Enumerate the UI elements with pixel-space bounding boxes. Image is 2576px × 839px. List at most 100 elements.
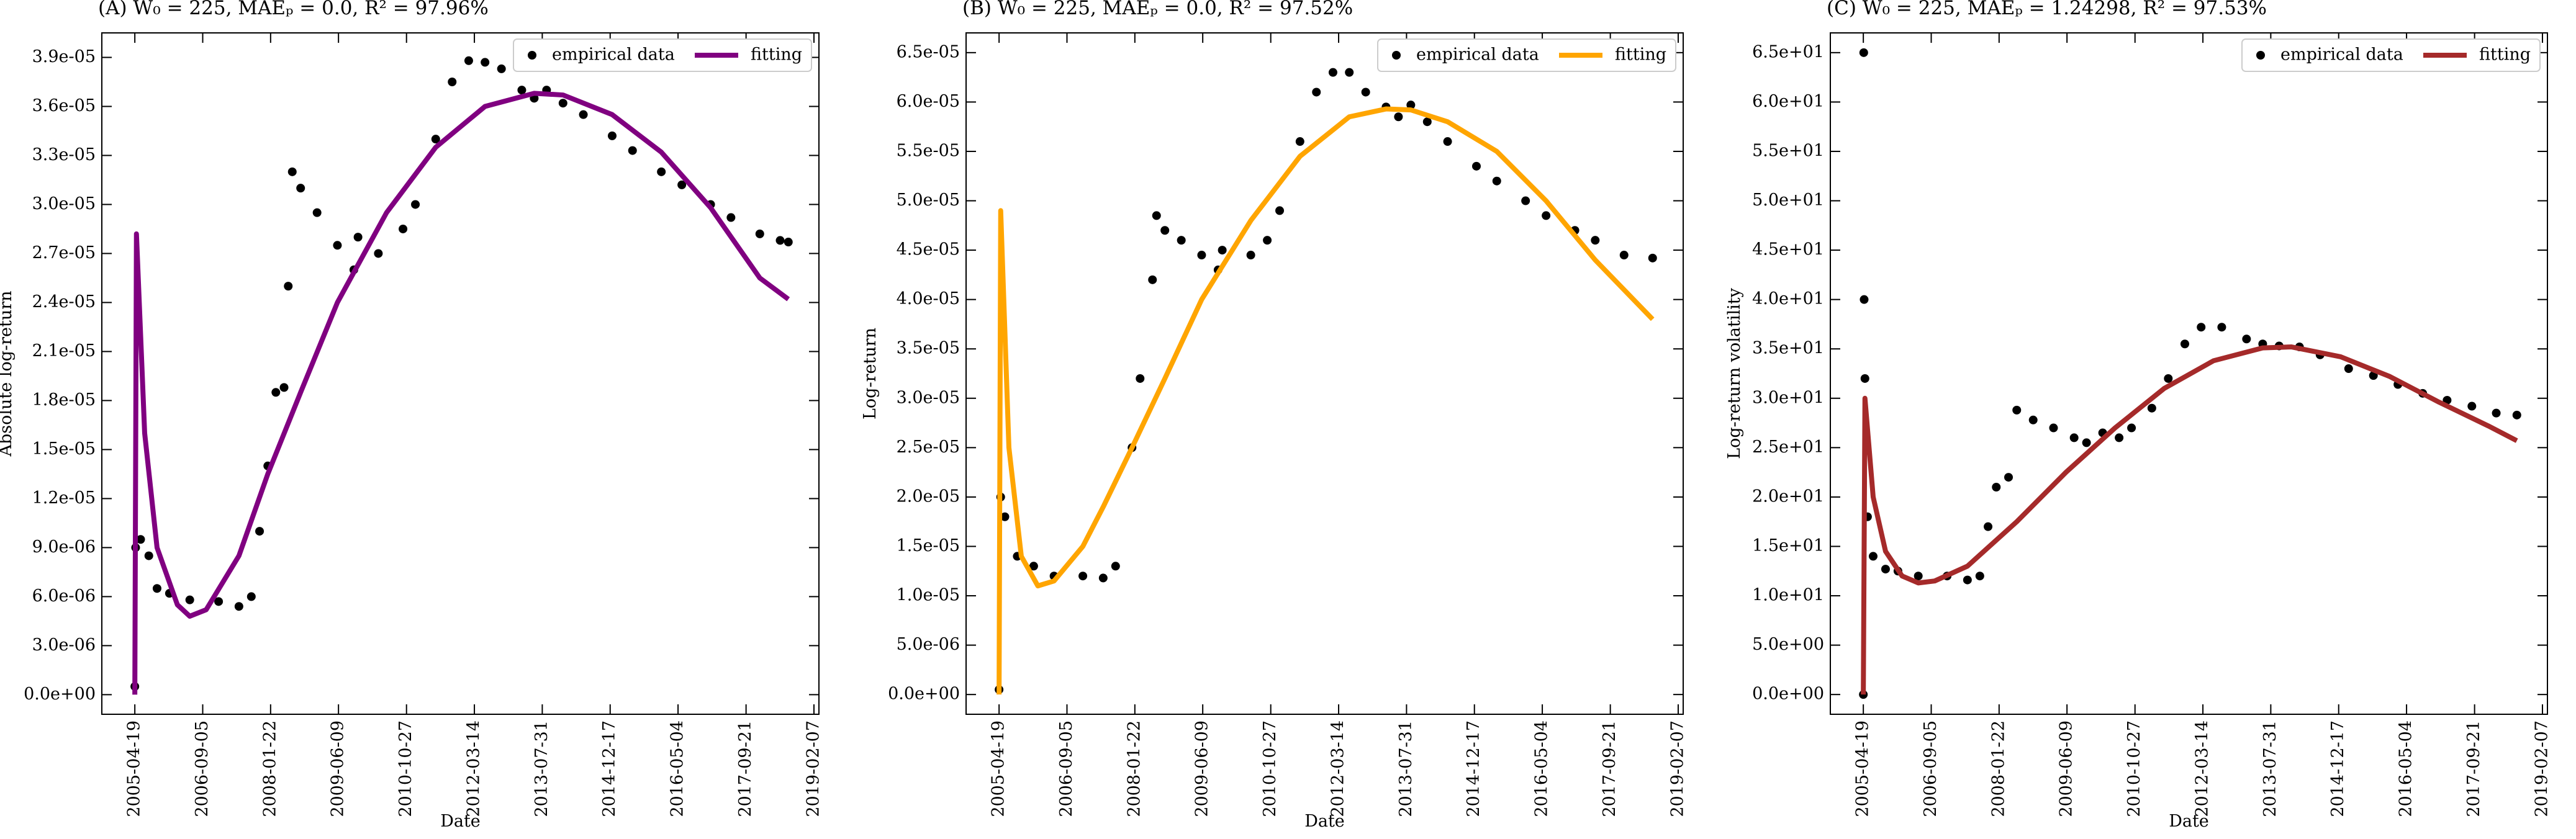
data-point: [1406, 101, 1416, 110]
y-tick-label: 3.5e-05: [897, 339, 960, 358]
data-point: [2028, 415, 2038, 424]
data-point: [448, 77, 457, 86]
data-point: [1619, 251, 1629, 260]
x-tick-label: 2014-12-17: [600, 720, 619, 817]
legend-box: [513, 38, 812, 72]
data-point: [2242, 334, 2251, 344]
data-point: [2467, 402, 2477, 411]
data-point: [481, 58, 490, 67]
data-point: [579, 110, 588, 119]
x-tick-label: 2010-10-27: [1260, 720, 1280, 817]
x-tick-label: 2012-03-14: [464, 720, 484, 817]
data-point: [1160, 226, 1170, 235]
legend-label: empirical data: [2280, 45, 2403, 65]
data-point: [2492, 408, 2501, 418]
data-point: [1443, 137, 1452, 146]
data-point: [2127, 423, 2136, 433]
data-point: [296, 184, 305, 193]
data-point: [1328, 68, 1337, 77]
chart-panel: 0.0e+00 5.0e-06 1.0e-05 1.5e-05 2.0e-05 2.5e-…: [861, 0, 1687, 831]
data-point: [1471, 161, 1481, 171]
legend-label: empirical data: [552, 45, 675, 65]
y-tick-label: 1.5e+01: [1752, 536, 1824, 555]
y-tick-label: 3.0e+01: [1752, 388, 1824, 407]
x-tick-label: 2009-06-09: [2057, 720, 2076, 817]
data-point: [374, 249, 383, 258]
data-point: [1521, 196, 1530, 205]
x-tick-label: 2012-03-14: [1329, 720, 1348, 817]
data-point: [1914, 572, 1923, 581]
y-tick-label: 1.0e+01: [1752, 586, 1824, 605]
y-tick-label: 5.5e+01: [1752, 141, 1824, 160]
x-tick-label: 2008-01-22: [1124, 720, 1144, 817]
data-point: [2082, 438, 2091, 447]
data-point: [1263, 236, 1272, 245]
data-point: [1098, 573, 1108, 583]
y-tick-label: 2.1e-05: [32, 341, 96, 361]
data-point: [1345, 68, 1354, 77]
data-point: [2147, 403, 2156, 413]
legend-box: [2241, 38, 2541, 72]
legend-box: [1377, 38, 1676, 72]
y-tick-label: 2.7e-05: [32, 243, 96, 262]
x-tick-label: 2010-10-27: [396, 720, 415, 817]
data-point: [657, 167, 666, 176]
data-point: [2217, 323, 2226, 332]
x-tick-label: 2016-05-04: [1532, 720, 1552, 817]
legend: empirical data fitting: [1377, 38, 1676, 72]
x-axis-label: Date: [2169, 812, 2209, 831]
x-tick-label: 2005-04-19: [1853, 720, 1873, 817]
x-tick-label: 2016-05-04: [2397, 720, 2416, 817]
y-tick-label: 3.0e-05: [32, 194, 96, 213]
legend: empirical data fitting: [513, 38, 812, 72]
y-tick-label: 3.0e-05: [897, 388, 960, 407]
y-tick-label: 6.0e-06: [32, 586, 96, 606]
legend-label: fitting: [751, 45, 802, 65]
data-point: [2164, 374, 2173, 383]
data-point: [1246, 251, 1255, 260]
y-tick-label: 2.0e-05: [897, 487, 960, 506]
x-tick-label: 2013-07-31: [2261, 720, 2280, 817]
x-tick-label: 2017-09-21: [736, 720, 755, 817]
data-point: [333, 241, 342, 250]
legend-label: fitting: [1615, 45, 1666, 65]
data-point: [1218, 246, 1227, 255]
fit-line: [997, 106, 1655, 695]
x-tick-label: 2014-12-17: [2328, 720, 2348, 817]
data-point: [271, 388, 281, 397]
data-point: [1295, 137, 1304, 146]
data-point: [1591, 236, 1600, 245]
data-point: [246, 592, 256, 601]
y-tick-label: 2.5e+01: [1752, 437, 1824, 457]
legend: empirical data fitting: [2241, 38, 2541, 72]
x-tick-label: 2013-07-31: [1396, 720, 1416, 817]
legend-marker: [1392, 51, 1401, 60]
data-point: [1881, 565, 1890, 574]
chart-panel: 0.0e+00 5.0e+00 1.0e+01 1.5e+01 2.0e+01 2.5e+…: [1725, 0, 2551, 831]
data-point: [784, 238, 793, 247]
x-tick-label: 2006-09-05: [1921, 720, 1940, 817]
plot-frame: [965, 32, 1684, 715]
x-tick-label: 2017-09-21: [1600, 720, 1619, 817]
data-point: [136, 535, 145, 544]
data-point: [497, 64, 506, 73]
chart-title: (A) W₀ = 225, MAEₚ = 0.0, R² = 97.96%: [98, 0, 489, 19]
x-tick-label: 2009-06-09: [328, 720, 348, 817]
data-point: [2512, 410, 2521, 420]
y-tick-label: 6.0e+01: [1752, 92, 1824, 111]
y-axis-label: Absolute log-return: [0, 290, 16, 457]
data-point: [607, 131, 617, 140]
data-point: [1312, 87, 1321, 97]
y-axis-label: Log-return volatility: [1725, 287, 1744, 459]
legend-label: empirical data: [1416, 45, 1539, 65]
data-point: [411, 200, 420, 209]
data-point: [1029, 562, 1038, 571]
y-tick-label: 2.5e-05: [897, 437, 960, 457]
y-tick-label: 3.5e+01: [1752, 339, 1824, 358]
x-tick-label: 2012-03-14: [2193, 720, 2212, 817]
data-point: [1177, 236, 1186, 245]
y-tick-label: 4.5e-05: [897, 240, 960, 259]
y-tick-label: 1.8e-05: [32, 390, 96, 410]
fit-line: [132, 91, 790, 695]
